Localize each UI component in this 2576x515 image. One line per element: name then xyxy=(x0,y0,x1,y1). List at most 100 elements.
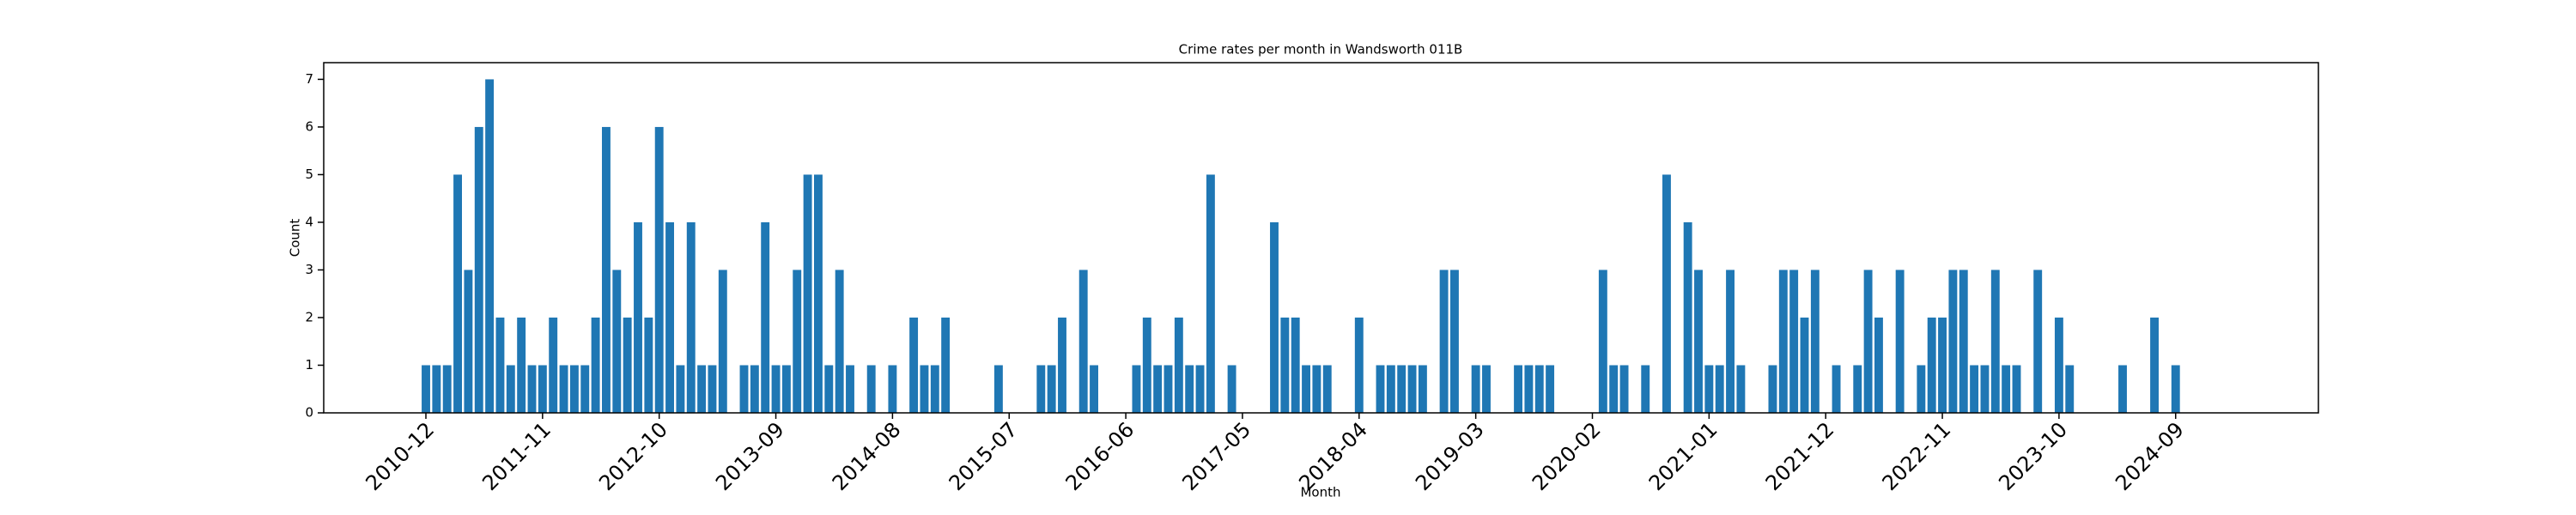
bar xyxy=(2065,365,2075,413)
bar xyxy=(1694,270,1703,413)
bar xyxy=(1153,365,1163,413)
bar xyxy=(1163,365,1173,413)
chart-title: Crime rates per month in Wandsworth 011B xyxy=(1179,42,1463,58)
bar xyxy=(538,365,547,413)
x-tick-label: 2019-03 xyxy=(1411,417,1489,495)
bar xyxy=(549,317,558,413)
bar xyxy=(708,365,717,413)
bar xyxy=(580,365,590,413)
bar xyxy=(1917,365,1926,413)
x-tick-label: 2024-09 xyxy=(2111,417,2189,495)
bar xyxy=(1874,317,1883,413)
bar xyxy=(993,365,1003,413)
bar xyxy=(1609,365,1619,413)
bar xyxy=(1397,365,1406,413)
bar xyxy=(1726,270,1735,413)
x-tick-label: 2014-08 xyxy=(828,417,906,495)
x-tick-label: 2010-12 xyxy=(361,417,439,495)
bar xyxy=(1619,365,1629,413)
bar xyxy=(1206,174,1215,413)
y-tick-label: 4 xyxy=(305,214,313,229)
bar xyxy=(1546,365,1555,413)
bar xyxy=(1927,317,1936,413)
bar xyxy=(803,174,812,413)
bar xyxy=(1853,365,1862,413)
bar xyxy=(442,365,452,413)
bar xyxy=(771,365,781,413)
bar xyxy=(739,365,749,413)
bar xyxy=(1407,365,1417,413)
bar xyxy=(485,79,495,413)
bar xyxy=(623,317,632,413)
bar xyxy=(718,270,727,413)
bar xyxy=(1185,365,1194,413)
bar xyxy=(474,126,483,413)
bar xyxy=(1047,365,1056,413)
bar xyxy=(1227,365,1236,413)
bar xyxy=(1270,221,1279,413)
x-tick-label: 2021-01 xyxy=(1644,417,1722,495)
x-tick-label: 2022-11 xyxy=(1878,417,1956,495)
bar xyxy=(654,126,664,413)
bar xyxy=(1439,270,1449,413)
x-tick-label: 2018-04 xyxy=(1294,417,1372,495)
y-tick-label: 7 xyxy=(305,71,313,87)
bar xyxy=(793,270,802,413)
x-tick-label: 2016-06 xyxy=(1061,417,1139,495)
bar xyxy=(1036,365,1046,413)
bar xyxy=(814,174,823,413)
bar xyxy=(634,221,642,413)
y-tick-label: 6 xyxy=(305,118,313,134)
y-axis-label: Count xyxy=(288,219,303,258)
x-tick-label: 2013-09 xyxy=(711,417,789,495)
x-tick-label: 2023-10 xyxy=(1994,417,2072,495)
bar xyxy=(1386,365,1395,413)
bar xyxy=(835,270,844,413)
bar xyxy=(665,221,674,413)
y-tick-label: 3 xyxy=(305,262,313,277)
bar xyxy=(569,365,579,413)
bar xyxy=(1142,317,1151,413)
bar xyxy=(2012,365,2021,413)
bar xyxy=(888,365,897,413)
bar xyxy=(750,365,759,413)
y-tick-label: 1 xyxy=(305,357,313,373)
bar xyxy=(697,365,707,413)
bar xyxy=(506,365,515,413)
x-tick-label: 2015-07 xyxy=(945,417,1023,495)
bar xyxy=(1980,365,1990,413)
bar xyxy=(920,365,929,413)
bar xyxy=(1534,365,1544,413)
bar xyxy=(1778,270,1788,413)
bar xyxy=(1078,270,1088,413)
bar xyxy=(2150,317,2159,413)
y-tick-label: 5 xyxy=(305,167,313,182)
bar xyxy=(422,365,430,413)
x-tick-label: 2012-10 xyxy=(594,417,672,495)
bar xyxy=(1418,365,1427,413)
bar xyxy=(644,317,653,413)
bar xyxy=(930,365,939,413)
bar xyxy=(1354,317,1364,413)
bar xyxy=(1641,365,1650,413)
bar xyxy=(1810,270,1820,413)
bar xyxy=(1959,270,1968,413)
x-tick-label: 2020-02 xyxy=(1528,417,1606,495)
bar xyxy=(866,365,876,413)
bar xyxy=(453,174,462,413)
bar xyxy=(846,365,854,413)
bar xyxy=(909,317,919,413)
bar xyxy=(1768,365,1777,413)
x-tick-label: 2011-11 xyxy=(477,417,556,495)
y-tick-label: 2 xyxy=(305,309,313,324)
bar xyxy=(527,365,537,413)
bar xyxy=(676,365,685,413)
y-tick-label: 0 xyxy=(305,405,313,421)
bar xyxy=(517,317,526,413)
bar xyxy=(1990,270,2000,413)
bar xyxy=(1322,365,1332,413)
x-tick-label: 2021-12 xyxy=(1761,417,1839,495)
bar xyxy=(1948,270,1958,413)
bar xyxy=(1598,270,1607,413)
